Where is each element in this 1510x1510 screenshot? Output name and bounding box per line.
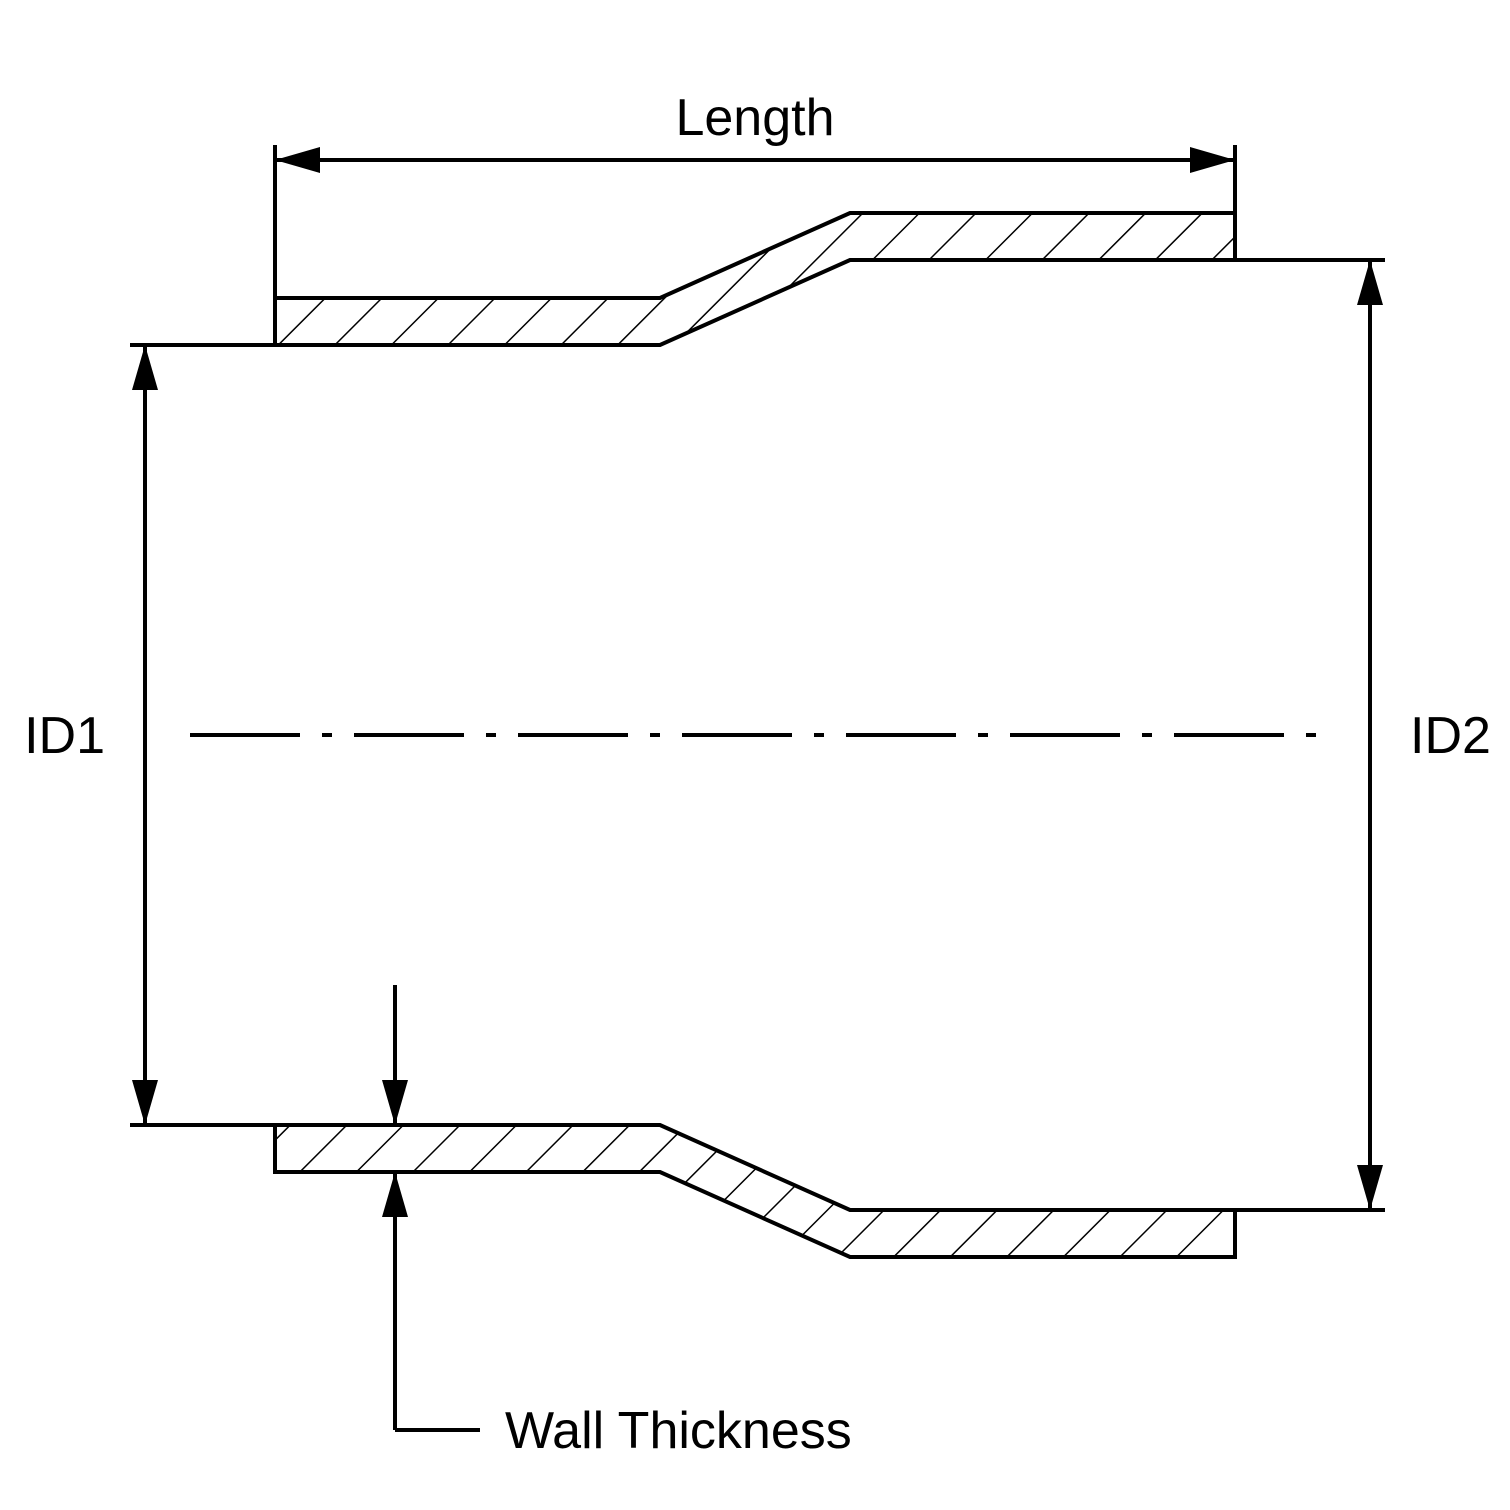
id1-label: ID1 bbox=[24, 707, 105, 765]
arrowhead bbox=[1357, 1165, 1383, 1210]
top-wall-section bbox=[275, 213, 1235, 345]
arrowhead bbox=[132, 345, 158, 390]
engineering-drawing: Length ID1 ID2 Wall Thickness bbox=[0, 0, 1510, 1510]
arrowhead bbox=[132, 1080, 158, 1125]
bottom-wall-section bbox=[275, 1125, 1235, 1257]
arrowhead bbox=[1190, 147, 1235, 173]
length-label: Length bbox=[675, 89, 834, 147]
arrowhead bbox=[382, 1172, 408, 1217]
id2-label: ID2 bbox=[1410, 707, 1491, 765]
arrowhead bbox=[1357, 260, 1383, 305]
arrowhead bbox=[275, 147, 320, 173]
wall-thickness-label: Wall Thickness bbox=[505, 1402, 852, 1460]
arrowhead bbox=[382, 1080, 408, 1125]
